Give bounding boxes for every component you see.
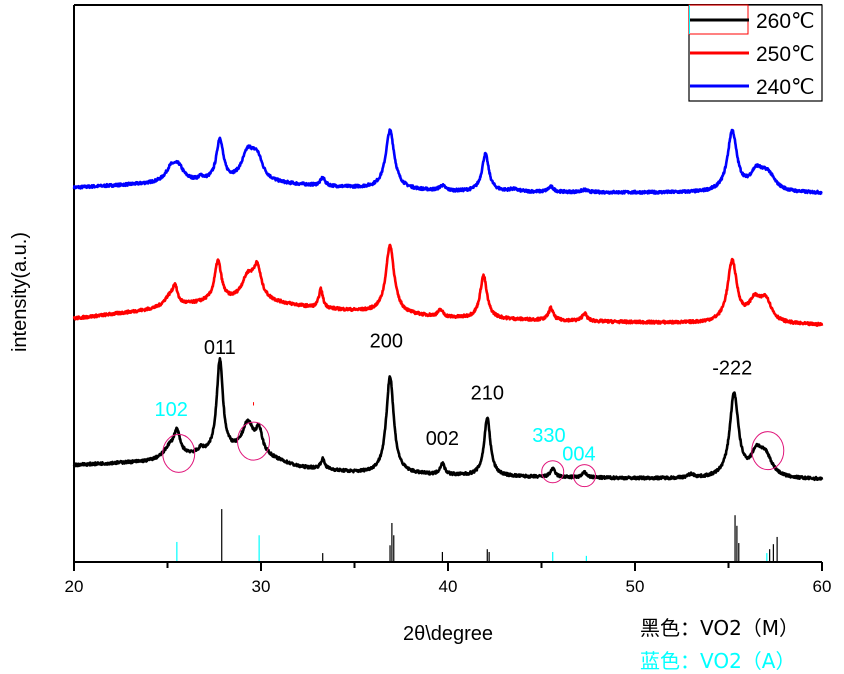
peak-label-011: 011 [204,337,236,359]
note-vo2-m: 黑色：VO2（M） [640,616,800,640]
peak-label-330: 330 [532,425,565,447]
peak-label-102: 102 [155,399,188,421]
highlight-circles [162,402,785,488]
series-layer [72,128,824,482]
x-tick-label: 50 [626,577,645,596]
legend-label-250: 250℃ [756,43,815,66]
peak-label-210: 210 [471,382,504,404]
peak-label-200: 200 [370,331,403,353]
x-tick-label: 60 [813,577,832,596]
legend: 260℃ 250℃ 240℃ [688,4,823,102]
legend-label-260: 260℃ [756,10,815,33]
highlight-circle [573,464,597,488]
highlight-circle [541,460,565,484]
note-vo2-a: 蓝色：VO2（A） [640,649,796,673]
x-tick-label: 30 [252,577,271,596]
peak-label-002: 002 [426,428,459,450]
legend-selection-edge [689,5,690,34]
x-tick-label: 20 [65,577,84,596]
y-axis-title: intensity(a.u.) [9,232,31,352]
reference-sticks [176,509,778,562]
peak-label--222: -222 [712,357,752,379]
legend-label-240: 240℃ [756,76,815,99]
highlight-circle [751,431,785,471]
series-line-240℃ [72,128,823,195]
highlight-circle [237,421,271,461]
x-tick-label: 40 [439,577,458,596]
peak-label-004: 004 [562,444,595,466]
highlight-circle [162,433,196,473]
x-axis-title: 2θ\degree [403,623,493,645]
series-line-260℃ [72,357,824,482]
x-axis: 20 30 40 50 60 [65,561,832,596]
series-line-250℃ [72,243,824,327]
